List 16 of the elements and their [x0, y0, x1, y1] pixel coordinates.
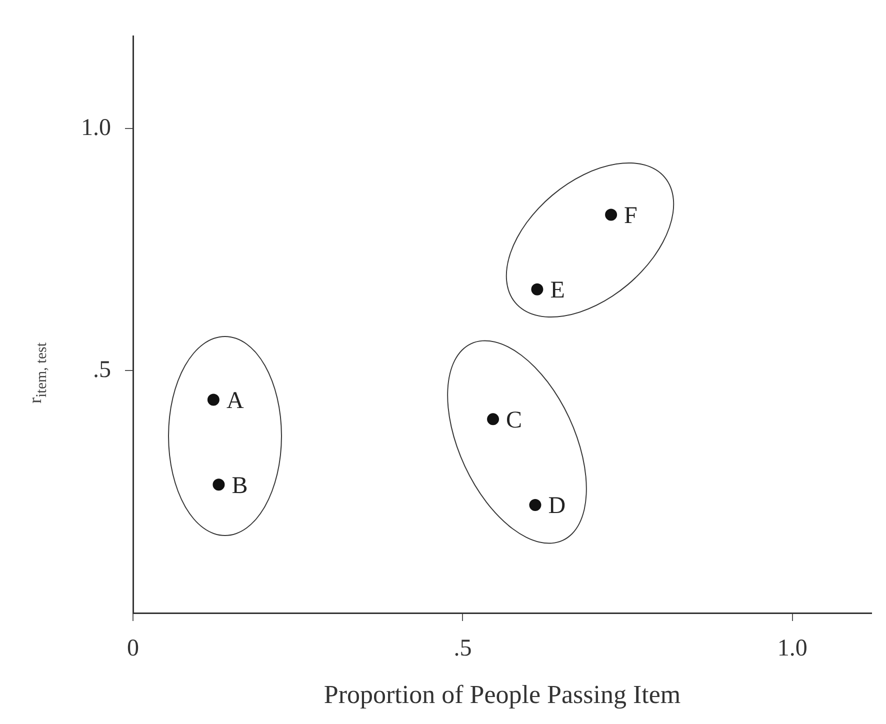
point [529, 498, 542, 511]
annotation: B [232, 472, 248, 499]
x-axis-title: Proportion of People Passing Item [324, 680, 681, 710]
annotation: F [624, 203, 638, 230]
annotation: C [506, 407, 522, 434]
x-tick-label: .5 [454, 636, 472, 662]
point [212, 478, 225, 491]
x-tick-label: 1.0 [777, 636, 808, 662]
annotation: E [550, 278, 565, 304]
point [207, 394, 220, 406]
point [605, 208, 618, 221]
annotation: A [226, 388, 244, 414]
x-tick-label: 0 [127, 636, 139, 662]
point [531, 283, 544, 296]
point [487, 413, 500, 426]
annotation: D [548, 493, 566, 520]
